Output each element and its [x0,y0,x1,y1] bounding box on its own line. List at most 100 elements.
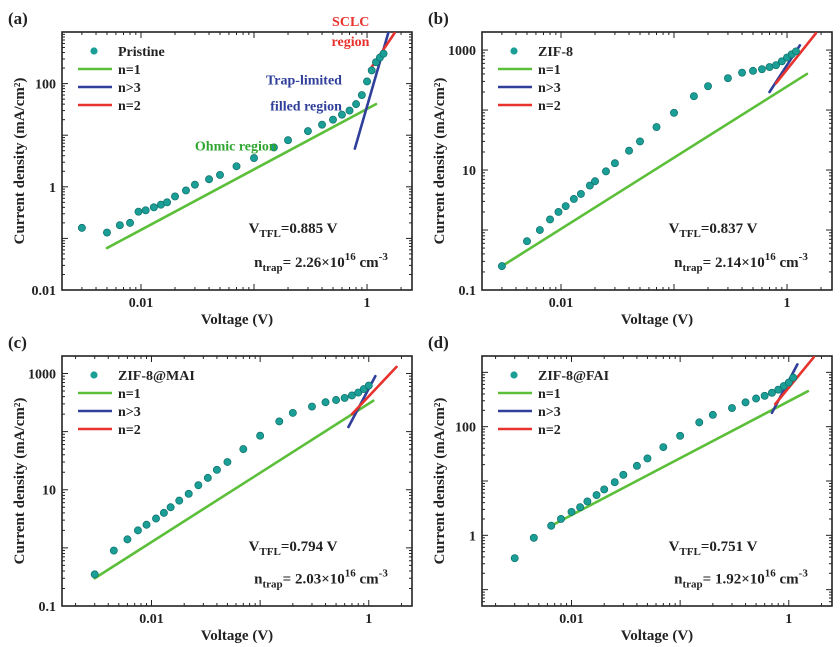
data-point [141,206,150,215]
data-point [497,262,506,271]
ntrap-text: ntrap= 2.03×1016 cm-3 [254,568,388,591]
data-point [610,478,619,487]
data-point [190,180,199,189]
annotation: region [332,35,370,50]
legend-label: n>3 [118,405,141,420]
y-tick-label: 100 [455,421,476,436]
data-point [182,186,190,195]
x-tick-label: 0.01 [129,296,154,311]
y-axis-label: Current density (mA/cm²) [432,398,448,565]
fit-line-n-2 [774,32,818,85]
data-point [175,496,184,505]
data-point [184,489,193,498]
data-point [569,194,578,203]
data-point [704,82,712,91]
data-point [149,203,158,212]
data-point [591,177,599,186]
legend-label: n=1 [118,387,141,402]
data-point [329,115,337,124]
data-point [728,404,736,413]
fit-line-n-1 [93,399,375,580]
fit-line-n-1 [105,102,378,250]
data-point [133,526,142,535]
data-point [792,47,800,56]
data-point [689,92,698,101]
data-point [338,110,346,119]
data-point [123,535,132,544]
plot-area [510,356,816,563]
legend-marker [510,47,518,55]
data-point [741,398,750,407]
data-point [789,373,798,382]
x-axis-label: Voltage (V) [201,312,273,328]
panel-label: (a) [8,9,28,28]
data-point [529,533,538,542]
vtfl-text: VTFL=0.837 V [669,221,758,240]
plot-area [90,365,398,580]
data-point [321,398,330,407]
ntrap-text: ntrap= 2.14×1016 cm-3 [674,251,808,274]
data-point [303,127,312,136]
legend-label: n=2 [118,99,141,114]
data-point [275,417,284,426]
legend-label: n>3 [118,81,141,96]
legend-marker [90,371,98,379]
data-point [546,215,554,224]
data-point [332,396,341,404]
legend-label: n=2 [538,99,561,114]
data-point [109,546,118,555]
y-tick-label: 0.1 [39,600,57,615]
data-point [557,515,565,523]
x-tick-label: 0.01 [559,612,584,627]
data-point [676,431,685,440]
x-tick-label: 1 [364,296,371,311]
data-point [752,394,761,403]
data-point [585,181,594,190]
data-point [547,521,556,530]
legend-marker [510,371,518,379]
data-point [592,491,601,500]
plot-frame [61,355,413,607]
x-tick-label: 0.01 [139,612,164,627]
data-point [600,485,609,494]
ntrap-text: ntrap= 1.92×1016 cm-3 [674,568,808,591]
data-point [357,91,366,99]
data-point [523,237,531,246]
legend-label: n>3 [538,81,561,96]
data-point [152,514,160,523]
legend-label: Pristine [118,45,165,60]
data-point [379,49,388,58]
data-point [583,497,592,506]
fit-line-n-1 [500,72,809,268]
data-point [284,136,292,145]
data-point [567,507,576,516]
legend-label: n=1 [118,63,141,78]
data-point [142,520,151,529]
data-point [250,154,258,163]
legend-label: ZIF-8@FAI [538,369,609,384]
data-point [774,385,783,394]
data-point [352,100,361,109]
plot-area [497,32,818,271]
y-tick-label: 1 [49,181,56,196]
plot-frame [481,31,833,291]
data-point [772,61,781,70]
data-point [308,402,316,411]
ntrap-text: ntrap= 2.26×1016 cm-3 [254,251,388,274]
data-point [749,66,757,75]
legend-label: ZIF-8 [538,45,573,60]
data-point [212,465,221,474]
plot-frame [61,31,413,291]
fit-line-n-1 [549,389,810,528]
x-tick-label: 0.01 [549,296,574,311]
panel-d: (d) 0.01 1 1 100 Voltage (V) Current density (… [428,333,833,644]
legend-marker [90,47,98,55]
data-point [723,74,732,83]
data-point [159,508,168,517]
plot-area [77,32,396,250]
data-point [767,388,776,397]
data-point [652,123,661,132]
data-point [367,66,376,75]
data-point [643,454,652,463]
